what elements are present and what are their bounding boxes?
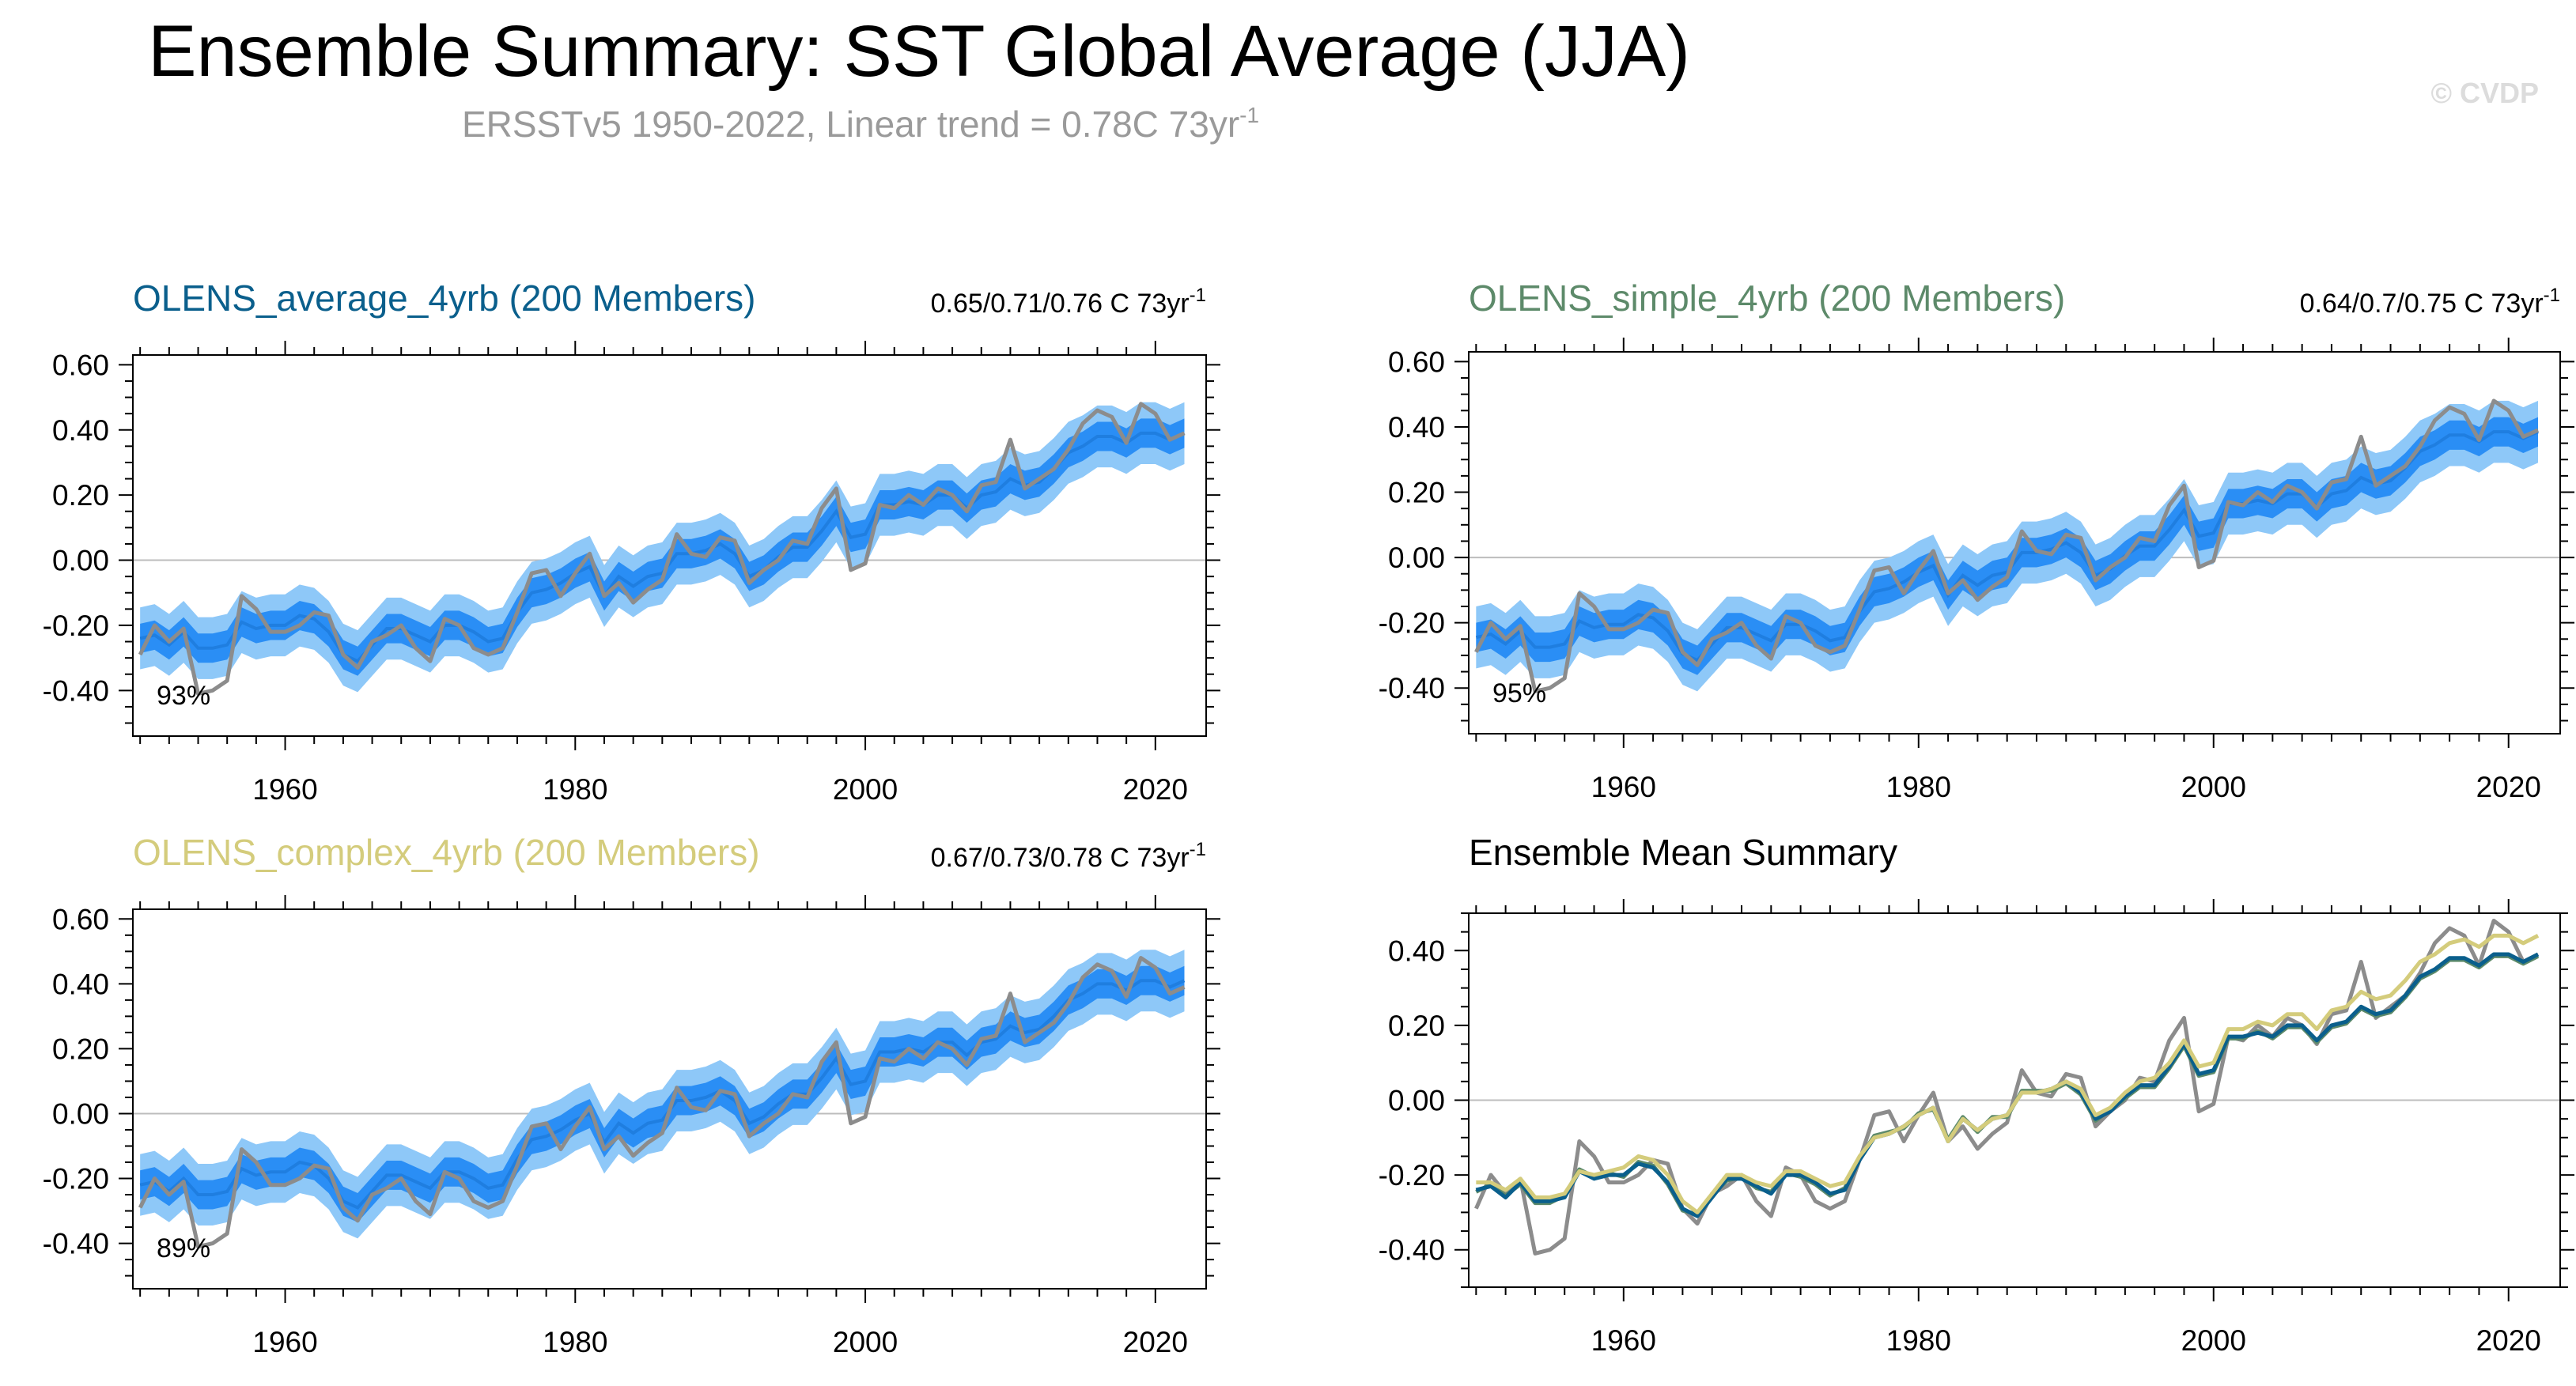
x-tick-label: 2000 — [833, 773, 898, 806]
cvdp-watermark: © CVDP — [2430, 77, 2539, 109]
plot-frame — [132, 354, 1207, 737]
x-tick-label: 2000 — [2181, 771, 2246, 803]
trend-label: 0.64/0.7/0.75 C 73yr-1 — [2300, 285, 2560, 319]
x-tick-label: 1980 — [543, 773, 607, 806]
y-tick-label: -0.20 — [43, 1163, 109, 1195]
inner-spread-band — [140, 418, 1185, 676]
outer-spread-band — [140, 402, 1185, 693]
y-tick-label: -0.20 — [1379, 607, 1445, 640]
outer-spread-band — [1476, 400, 2539, 692]
panel-complex: OLENS_complex_4yrb (200 Members) 0.67/0.7… — [43, 832, 1220, 1358]
y-tick-label: 0.40 — [52, 414, 109, 447]
x-tick-label: 2020 — [2476, 1324, 2541, 1357]
y-tick-label: -0.40 — [43, 674, 109, 707]
percent-within-label: 95% — [1492, 678, 1546, 708]
observation-line — [138, 402, 1186, 696]
panel-simple: OLENS_simple_4yrb (200 Members) 0.64/0.7/… — [1379, 278, 2574, 803]
x-tick-label: 1980 — [543, 1326, 607, 1358]
x-tick-label: 1960 — [1591, 771, 1656, 803]
y-tick-label: 0.00 — [1388, 1085, 1445, 1117]
trend-label: 0.65/0.71/0.76 C 73yr-1 — [931, 285, 1206, 319]
panel-title: OLENS_simple_4yrb (200 Members) — [1469, 278, 2065, 319]
x-tick-label: 1980 — [1886, 771, 1951, 803]
x-tick-label: 2000 — [833, 1326, 898, 1358]
x-tick-label: 2020 — [1123, 773, 1188, 806]
inner-spread-band — [140, 965, 1185, 1222]
y-tick-label: 0.40 — [1388, 935, 1445, 967]
observation-line — [1474, 918, 2540, 1256]
y-tick-label: 0.60 — [52, 903, 109, 935]
observation-line — [1474, 398, 2540, 693]
y-tick-label: 0.20 — [52, 1033, 109, 1065]
percent-within-label: 93% — [157, 681, 210, 711]
page-subtitle: ERSSTv5 1950-2022, Linear trend = 0.78C … — [462, 103, 1259, 145]
x-tick-label: 2020 — [2476, 771, 2541, 803]
panel-title: OLENS_complex_4yrb (200 Members) — [133, 832, 760, 873]
x-tick-label: 1960 — [252, 1326, 317, 1358]
plot-frame — [1468, 351, 2561, 735]
y-tick-label: 0.60 — [1388, 346, 1445, 378]
observation-line — [138, 956, 1186, 1249]
page-title: Ensemble Summary: SST Global Average (JJ… — [148, 11, 1690, 92]
y-tick-label: 0.00 — [52, 545, 109, 577]
y-tick-label: 0.40 — [52, 968, 109, 1000]
trend-label: 0.67/0.73/0.78 C 73yr-1 — [931, 839, 1206, 873]
y-tick-label: 0.40 — [1388, 411, 1445, 444]
y-tick-label: -0.40 — [1379, 1234, 1445, 1267]
y-tick-label: 0.00 — [1388, 542, 1445, 574]
y-tick-label: 0.60 — [52, 349, 109, 381]
panel-average: OLENS_average_4yrb (200 Members) 0.65/0.7… — [43, 278, 1220, 806]
y-tick-label: -0.20 — [43, 610, 109, 642]
panel-summary: Ensemble Mean Summary 0.40 0.20 0.00 -0.20 -0… — [1379, 832, 2574, 1357]
x-tick-label: 2020 — [1123, 1326, 1188, 1358]
x-tick-label: 1980 — [1886, 1324, 1951, 1357]
complex-mean-line — [1476, 933, 2540, 1214]
y-tick-label: -0.40 — [1379, 672, 1445, 704]
percent-within-label: 89% — [157, 1233, 210, 1263]
plot-frame — [132, 908, 1207, 1290]
subtitle-superscript: -1 — [1239, 103, 1259, 127]
panel-title: OLENS_average_4yrb (200 Members) — [133, 278, 755, 319]
x-tick-label: 2000 — [2181, 1324, 2246, 1357]
y-tick-label: -0.20 — [1379, 1159, 1445, 1192]
y-tick-label: 0.20 — [1388, 1010, 1445, 1042]
panel-title: Ensemble Mean Summary — [1469, 832, 1897, 873]
inner-spread-band — [1476, 417, 2539, 675]
outer-spread-band — [140, 950, 1185, 1239]
y-tick-label: 0.00 — [52, 1097, 109, 1130]
y-tick-label: 0.20 — [1388, 477, 1445, 509]
x-tick-label: 1960 — [1591, 1324, 1656, 1357]
y-tick-label: -0.40 — [43, 1228, 109, 1260]
x-tick-label: 1960 — [252, 773, 317, 806]
y-tick-label: 0.20 — [52, 479, 109, 512]
